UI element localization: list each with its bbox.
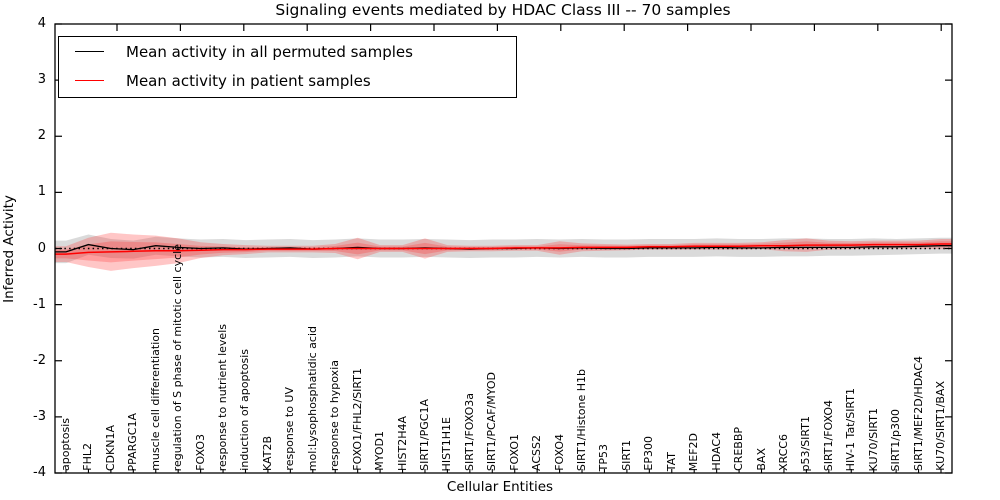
legend-item-permuted: Mean activity in all permuted samples [59, 37, 516, 66]
x-category-label: SIRT1/PGC1A [417, 399, 431, 471]
x-category-label: BAX [754, 448, 768, 471]
x-category-label: SIRT1/MEF2D/HDAC4 [911, 356, 925, 471]
x-category-label: MYOD1 [373, 431, 387, 471]
x-category-label: KAT2B [260, 436, 274, 471]
x-category-label: EP300 [642, 436, 656, 471]
x-category-label: HIST1H1E [440, 416, 454, 471]
y-tick-label: 4 [37, 16, 46, 31]
x-category-label: FOXO1 [507, 434, 521, 471]
x-category-label: KU70/SIRT1 [866, 407, 880, 471]
y-tick-label: -1 [33, 296, 46, 312]
x-category-label: SIRT1/FOXO3a [462, 392, 476, 471]
legend-item-patient: Mean activity in patient samples [59, 66, 516, 95]
patient-band-outer [55, 232, 952, 271]
x-category-label: SIRT1 [619, 440, 633, 471]
x-category-label: HIST2H4A [395, 415, 409, 471]
x-category-label: XRCC6 [776, 434, 790, 471]
x-category-label: response to nutrient levels [216, 323, 230, 471]
legend-box: Mean activity in all permuted samples Me… [58, 36, 517, 98]
x-category-label: response to UV [283, 387, 297, 471]
x-category-label: HIV-1 Tat/SIRT1 [844, 387, 858, 471]
x-category-label: FOXO4 [552, 434, 566, 471]
y-tick-label: -3 [33, 408, 46, 424]
patient-line-sample-icon [75, 80, 104, 81]
x-category-label: mol:Lysophosphatidic acid [305, 325, 319, 471]
y-tick-label: 0 [37, 240, 46, 256]
x-category-label: PPARGC1A [126, 412, 140, 471]
x-category-label: regulation of S phase of mitotic cell cy… [171, 243, 185, 471]
legend-label-patient: Mean activity in patient samples [126, 71, 371, 90]
legend-label-permuted: Mean activity in all permuted samples [126, 42, 413, 61]
y-tick-label: 3 [37, 72, 46, 88]
x-category-label: CREBBP [732, 427, 746, 471]
x-category-label: TAT [664, 451, 678, 471]
x-category-label: KU70/SIRT1/BAX [934, 381, 947, 471]
x-category-label: p53/SIRT1 [799, 415, 813, 471]
permuted-line-sample-icon [75, 51, 104, 52]
x-category-label: CDKN1A [103, 424, 117, 471]
y-tick-label: -2 [33, 352, 46, 368]
x-category-label: SIRT1/p300 [889, 408, 903, 471]
x-category-label: FOXO3 [193, 434, 207, 471]
x-category-label: response to hypoxia [328, 359, 342, 471]
x-category-label: induction of apoptosis [238, 349, 252, 471]
x-category-label: SIRT1/Histone H1b [575, 368, 589, 471]
x-category-label: ACSS2 [530, 435, 544, 471]
x-category-label: FOXO1/FHL2/SIRT1 [350, 368, 364, 471]
x-category-label: SIRT1/PCAF/MYOD [485, 371, 499, 471]
x-category-label: SIRT1/FOXO4 [821, 399, 835, 471]
patient-mean-line [55, 243, 952, 255]
x-category-label: MEF2D [687, 432, 701, 471]
x-category-label: apoptosis [59, 418, 72, 471]
y-tick-label: 1 [37, 184, 46, 200]
x-category-label: TP53 [597, 443, 611, 471]
x-category-label: muscle cell differentiation [148, 328, 162, 471]
chart-title: Signaling events mediated by HDAC Class … [275, 1, 731, 19]
y-tick-label: 2 [37, 128, 46, 144]
x-category-label: HDAC4 [709, 432, 723, 471]
y-tick-label: -4 [33, 465, 46, 480]
x-axis-label: Cellular Entities [446, 479, 554, 495]
x-category-label: FHL2 [81, 443, 95, 471]
